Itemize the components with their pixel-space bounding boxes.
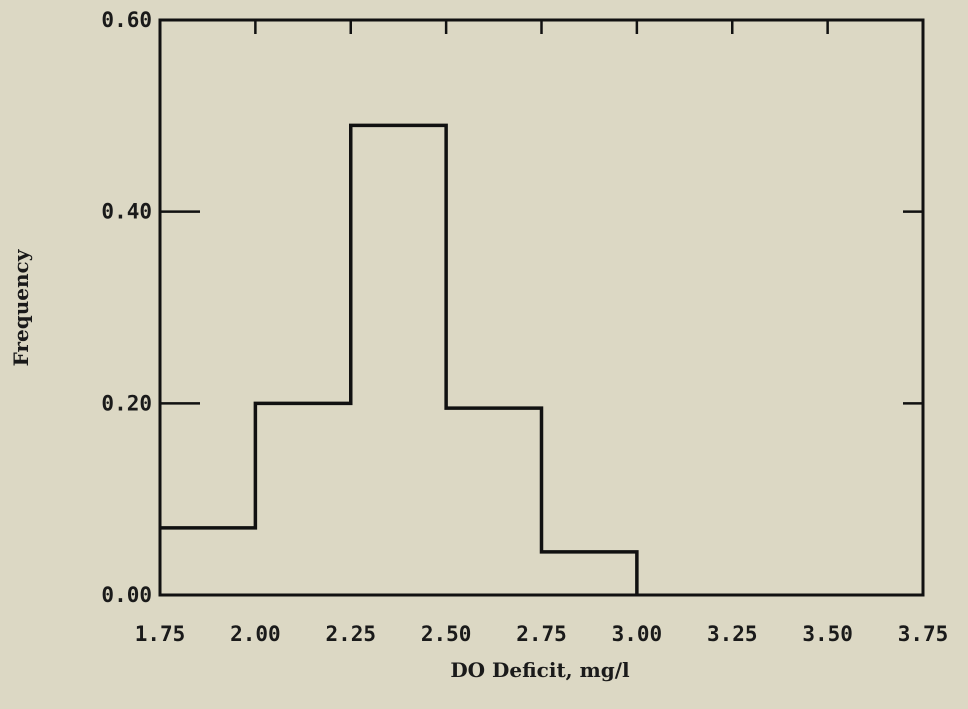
x-tick-label: 3.00 <box>612 622 663 646</box>
x-tick-label: 2.75 <box>516 622 567 646</box>
histogram-bin-0 <box>160 528 255 595</box>
x-tick-label: 2.25 <box>325 622 376 646</box>
axis-ticks <box>158 18 925 597</box>
y-tick-labels: 0.00 0.20 0.40 0.60 <box>101 8 152 607</box>
y-tick-label: 0.20 <box>101 391 152 415</box>
x-tick-label: 2.50 <box>421 622 472 646</box>
histogram-bin-2 <box>351 125 446 595</box>
y-tick-label: 0.00 <box>101 583 152 607</box>
histogram-bin-4 <box>542 552 637 595</box>
x-tick-label: 3.50 <box>802 622 853 646</box>
x-tick-label: 3.25 <box>707 622 758 646</box>
y-axis-title: Frequency <box>9 248 33 366</box>
histogram-bins <box>160 125 637 595</box>
histogram-bin-3 <box>446 408 541 595</box>
histogram-outline <box>160 123 639 595</box>
y-tick-label: 0.40 <box>101 200 152 224</box>
x-tick-label: 1.75 <box>135 622 186 646</box>
x-axis-title: DO Deficit, mg/l <box>450 658 630 682</box>
x-tick-label: 3.75 <box>898 622 949 646</box>
x-tick-labels: 1.75 2.00 2.25 2.50 2.75 3.00 3.25 3.50 3.75 <box>135 622 949 646</box>
x-tick-label: 2.00 <box>230 622 281 646</box>
y-tick-label: 0.60 <box>101 8 152 32</box>
histogram-bin-1 <box>255 403 350 595</box>
